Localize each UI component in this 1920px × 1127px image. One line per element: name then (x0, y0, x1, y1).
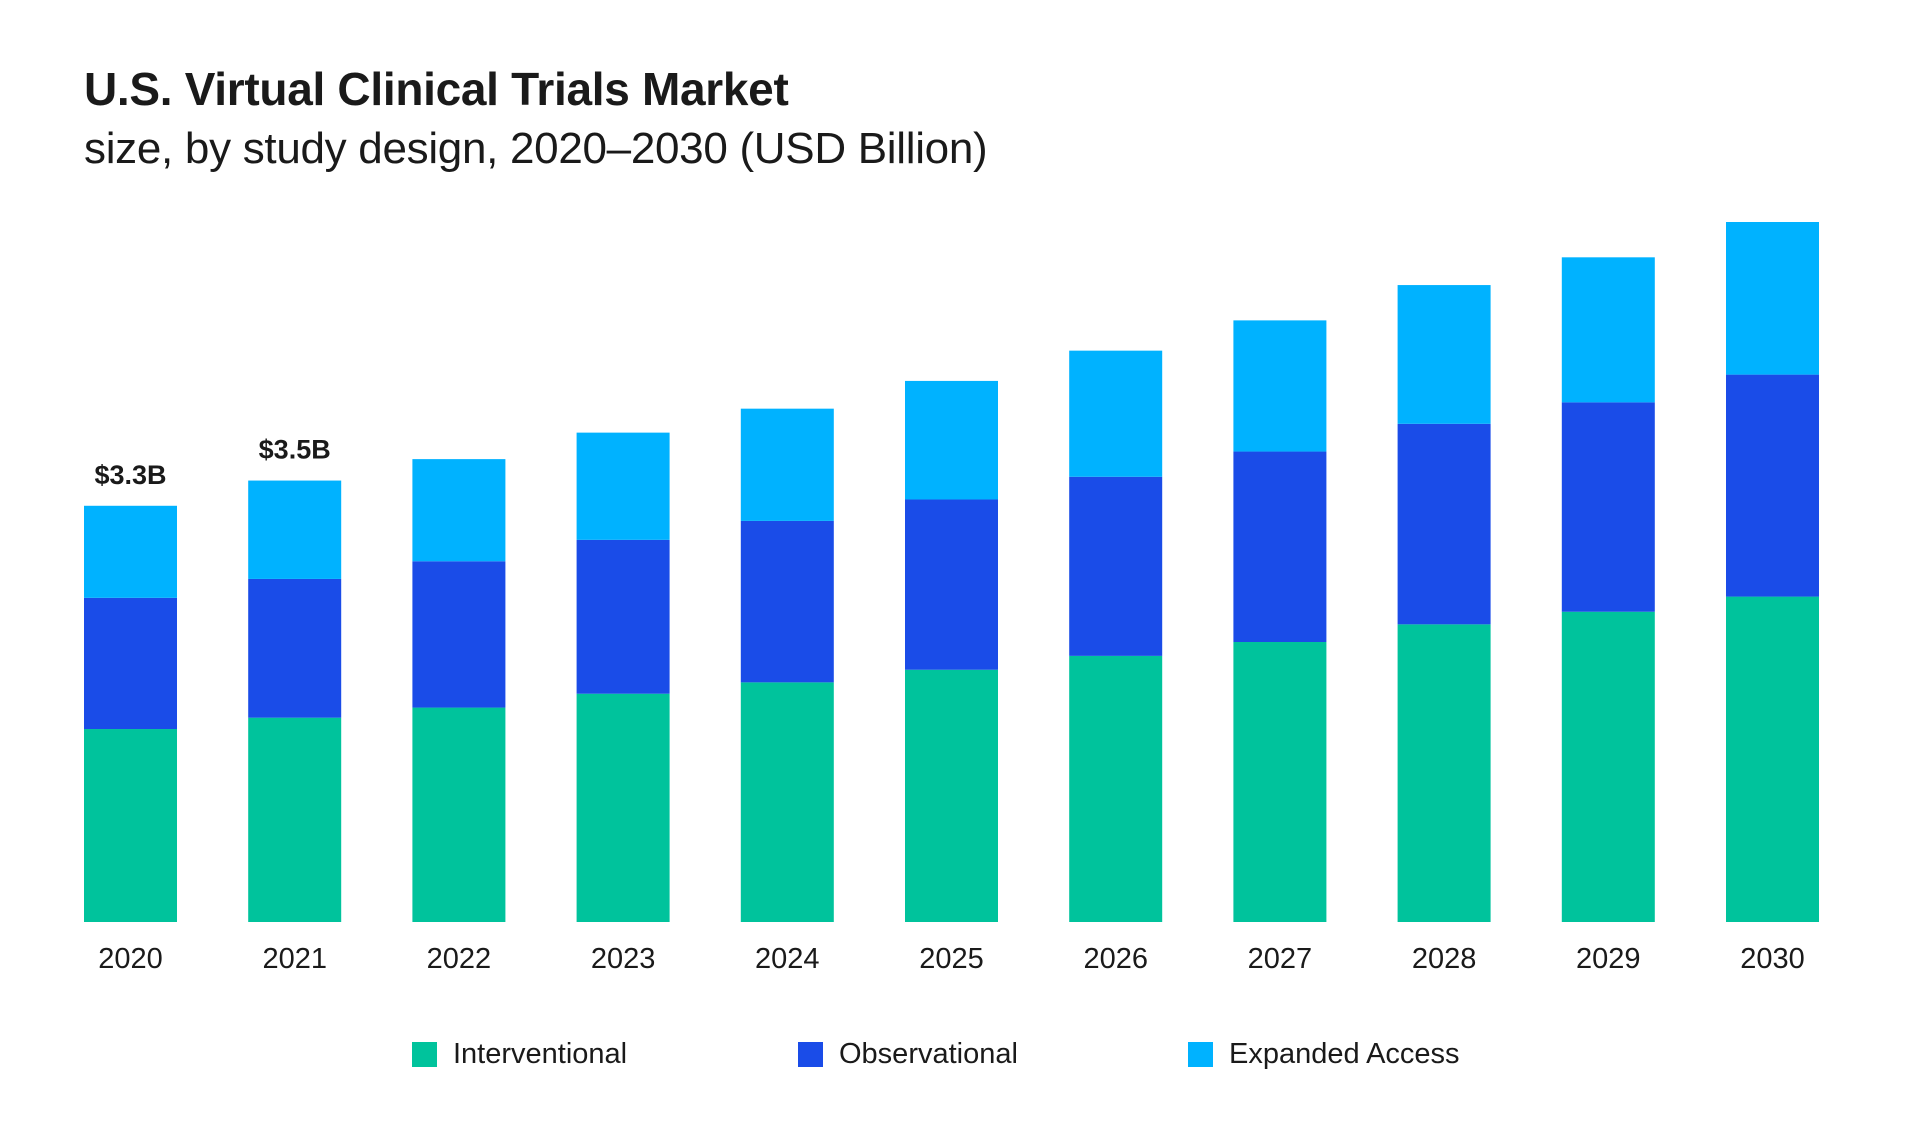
bar-expanded-access-2028 (1397, 285, 1491, 424)
legend-label: Expanded Access (1229, 1038, 1460, 1070)
bar-observational-2020 (84, 597, 177, 730)
x-tick-label-2027: 2027 (1248, 943, 1313, 975)
bar-observational-2026 (1069, 476, 1163, 656)
x-tick-label-2028: 2028 (1412, 943, 1477, 975)
x-tick-label-2024: 2024 (755, 943, 820, 975)
x-tick-label-2020: 2020 (98, 943, 163, 975)
bar-observational-2028 (1397, 423, 1491, 625)
x-tick-label-2023: 2023 (591, 943, 656, 975)
bar-observational-2025 (905, 499, 998, 670)
bar-observational-2021 (248, 578, 342, 718)
bar-interventional-2025 (905, 669, 998, 922)
bar-interventional-2021 (248, 717, 342, 922)
bar-expanded-access-2025 (905, 380, 998, 500)
bar-observational-2029 (1561, 402, 1655, 612)
legend-swatch (798, 1042, 823, 1067)
stacked-bar-chart: 2020 $3.3B 2021 $3.5B 2022 2023 2024 2025 2026 20… (84, 222, 1819, 975)
bar-observational-2027 (1233, 451, 1327, 642)
legend-label: Observational (839, 1038, 1018, 1070)
bar-observational-2022 (412, 561, 506, 708)
bar-expanded-access-2029 (1561, 257, 1655, 403)
bar-expanded-access-2022 (412, 459, 506, 562)
data-label-2020: $3.3B (94, 460, 166, 490)
bar-interventional-2028 (1397, 624, 1491, 922)
bar-interventional-2023 (576, 693, 670, 922)
bar-expanded-access-2020 (84, 505, 177, 598)
chart-title: U.S. Virtual Clinical Trials Market (84, 63, 789, 115)
bar-interventional-2020 (84, 729, 177, 922)
bar-expanded-access-2026 (1069, 350, 1163, 477)
bar-observational-2030 (1726, 374, 1819, 597)
bar-interventional-2030 (1726, 596, 1819, 922)
bar-interventional-2022 (412, 707, 506, 922)
legend-item-observational: Observational (798, 1038, 1018, 1071)
bar-interventional-2029 (1561, 611, 1655, 922)
legend-swatch (1188, 1042, 1213, 1067)
x-tick-label-2022: 2022 (427, 943, 492, 975)
chart-legend: Interventional Observational Expanded Acce… (0, 1038, 1920, 1078)
legend-label: Interventional (453, 1038, 628, 1070)
bar-interventional-2024 (740, 682, 834, 922)
x-tick-label-2029: 2029 (1576, 943, 1641, 975)
x-tick-label-2026: 2026 (1083, 943, 1148, 975)
data-label-2021: $3.5B (259, 435, 331, 465)
bar-expanded-access-2021 (248, 480, 342, 579)
bar-observational-2024 (740, 520, 834, 683)
legend-item-expanded-access: Expanded Access (1188, 1038, 1460, 1071)
x-tick-label-2030: 2030 (1740, 943, 1805, 975)
x-tick-label-2025: 2025 (919, 943, 984, 975)
legend-item-interventional: Interventional (412, 1038, 627, 1071)
bar-expanded-access-2027 (1233, 320, 1327, 452)
bar-interventional-2027 (1233, 642, 1327, 922)
bar-expanded-access-2024 (740, 408, 834, 521)
legend-swatch (412, 1042, 437, 1067)
bar-observational-2023 (576, 539, 670, 694)
x-tick-label-2021: 2021 (262, 943, 327, 975)
bar-expanded-access-2023 (576, 432, 670, 540)
bar-expanded-access-2030 (1726, 222, 1819, 375)
chart-subtitle: size, by study design, 2020–2030 (USD Bi… (84, 124, 988, 173)
bar-interventional-2026 (1069, 655, 1163, 922)
